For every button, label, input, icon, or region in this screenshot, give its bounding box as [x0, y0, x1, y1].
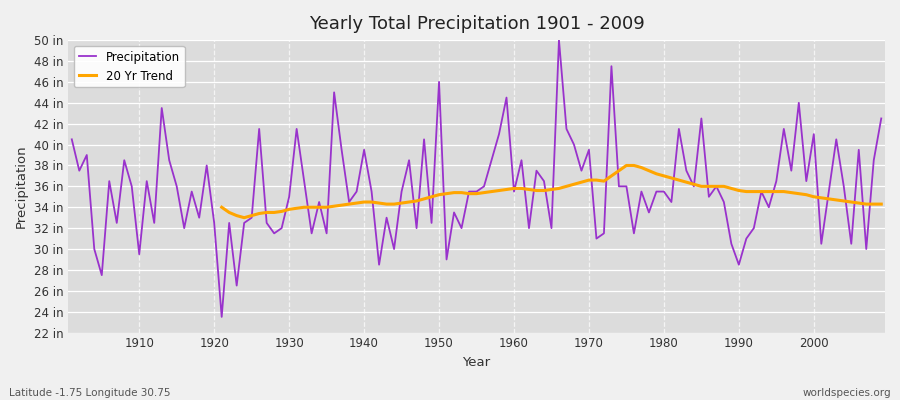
20 Yr Trend: [621, 163, 632, 168]
Precipitation: [126, 184, 137, 189]
Precipitation: [516, 158, 526, 163]
X-axis label: Year: Year: [463, 356, 491, 369]
Legend: Precipitation, 20 Yr Trend: Precipitation, 20 Yr Trend: [74, 46, 184, 87]
Precipitation: [508, 189, 519, 194]
Precipitation: [216, 314, 227, 319]
Precipitation: [344, 200, 355, 204]
Title: Yearly Total Precipitation 1901 - 2009: Yearly Total Precipitation 1901 - 2009: [309, 15, 644, 33]
Precipitation: [614, 184, 625, 189]
20 Yr Trend: [816, 196, 827, 200]
Line: Precipitation: Precipitation: [72, 40, 881, 317]
Precipitation: [67, 137, 77, 142]
Text: Latitude -1.75 Longitude 30.75: Latitude -1.75 Longitude 30.75: [9, 388, 170, 398]
20 Yr Trend: [292, 206, 302, 211]
Precipitation: [299, 179, 310, 184]
Precipitation: [876, 116, 886, 121]
20 Yr Trend: [238, 215, 249, 220]
20 Yr Trend: [479, 190, 490, 195]
Y-axis label: Precipitation: Precipitation: [15, 144, 28, 228]
20 Yr Trend: [306, 205, 317, 210]
Precipitation: [554, 38, 564, 42]
20 Yr Trend: [876, 202, 886, 206]
Text: worldspecies.org: worldspecies.org: [803, 388, 891, 398]
20 Yr Trend: [359, 200, 370, 204]
Line: 20 Yr Trend: 20 Yr Trend: [221, 166, 881, 218]
20 Yr Trend: [216, 205, 227, 210]
20 Yr Trend: [561, 184, 572, 189]
